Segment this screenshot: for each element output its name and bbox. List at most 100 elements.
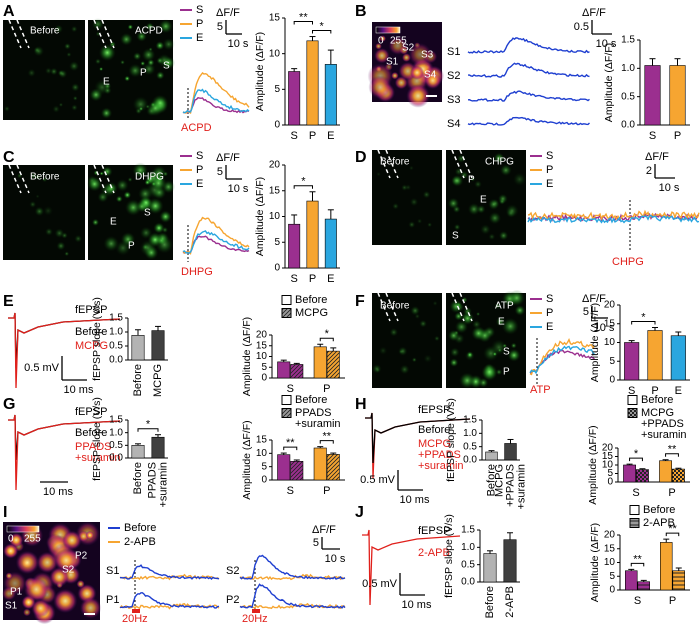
cell-glow [495, 316, 506, 327]
annotation: P2 [226, 594, 239, 606]
cell-glow [145, 22, 154, 31]
annotation: S4 [424, 70, 437, 81]
panel-label: H [355, 396, 367, 413]
cell-glow [460, 170, 469, 180]
cell-glow [35, 194, 40, 199]
x-tick-label: Before [132, 364, 144, 396]
heat-spot [409, 65, 425, 80]
scale-label: 10 ms [400, 494, 430, 506]
heat-spot [388, 36, 408, 55]
cell-glow [140, 60, 146, 66]
cell-glow [144, 245, 159, 260]
legend-label: 2-APB [124, 536, 156, 548]
trace [239, 602, 346, 610]
panel-label: D [355, 149, 367, 166]
scale-label: 10 s [325, 553, 346, 565]
y-tick-label: 5 [261, 461, 267, 472]
y-tick-label: 15 [604, 318, 616, 329]
cell-glow [514, 304, 526, 316]
cell-glow [101, 166, 113, 177]
cell-glow [66, 52, 72, 58]
cell-glow [115, 240, 131, 256]
fepsp-trace [8, 312, 121, 389]
heat-spot [22, 608, 31, 617]
y-tick-label: 0 [609, 375, 615, 386]
cell-glow [432, 300, 438, 306]
scale-unit: ΔF/F [312, 524, 336, 536]
x-tick-label: Before [485, 464, 497, 496]
cell-glow [510, 342, 517, 349]
cell-glow [378, 346, 388, 355]
bar [326, 350, 340, 379]
y-tick-label: 15 [256, 340, 268, 351]
y-tick-label: 0.0 [463, 455, 477, 466]
cell-glow [155, 71, 165, 80]
colorbar [6, 525, 40, 533]
cell-glow [476, 204, 486, 214]
scale-label: 5 [217, 21, 223, 33]
y-tick-label: 1.5 [109, 415, 123, 426]
scale-label: 10 s [596, 38, 617, 50]
x-tick-label: S [287, 383, 294, 395]
annotation: Before [380, 301, 410, 312]
annotation: P [468, 175, 475, 186]
legend-label: P [196, 164, 203, 176]
legend-swatch [629, 518, 640, 528]
heat-spot [379, 35, 387, 42]
annotation: S3 [421, 50, 434, 61]
cell-glow [71, 104, 78, 111]
scale-label: 10 s [594, 322, 615, 334]
trace [239, 583, 346, 609]
significance-label: ** [286, 437, 295, 449]
cell-glow [427, 222, 433, 228]
annotation: 2-APB [418, 547, 450, 559]
bar [504, 443, 517, 461]
bar [131, 445, 145, 459]
trace [119, 573, 220, 581]
cell-glow [135, 200, 148, 213]
scale-unit: ΔF/F [216, 152, 240, 164]
cell-glow [408, 165, 414, 171]
trace [527, 214, 700, 224]
y-tick-label: 1.5 [463, 415, 477, 426]
heat-spot [15, 550, 40, 575]
heat-spot [406, 84, 430, 108]
panel-label: C [3, 149, 15, 166]
cell-glow [459, 372, 476, 389]
scale-unit: ΔF/F [645, 151, 669, 163]
scale-label: 10 ms [64, 384, 94, 396]
cell-glow [95, 31, 101, 37]
cell-glow [159, 210, 172, 223]
cell-glow [128, 63, 143, 78]
x-tick-label: P [309, 273, 316, 285]
cell-glow [474, 180, 482, 189]
cell-glow [91, 218, 100, 226]
bar [625, 570, 638, 591]
y-tick-label: 5 [274, 84, 280, 95]
legend-label: Before [295, 394, 327, 406]
scale-label: 10 s [659, 182, 680, 194]
cell-glow [3, 105, 11, 112]
bar [151, 436, 165, 459]
significance-label: ** [299, 11, 308, 23]
legend-label: MCPG [295, 307, 328, 319]
trace [468, 62, 590, 78]
cell-glow [70, 83, 80, 92]
y-axis-label: Amplitude (ΔF/F) [589, 303, 601, 382]
annotation: S4 [447, 118, 460, 130]
x-tick-label: E [675, 385, 682, 397]
significance-label: * [301, 176, 306, 188]
y-tick-label: 10 [269, 211, 281, 222]
heat-spot [424, 72, 442, 90]
cell-glow [103, 82, 112, 90]
pipette [451, 149, 465, 179]
bar [288, 223, 301, 269]
annotation: P1 [106, 594, 119, 606]
y-tick-label: 1.5 [109, 313, 123, 324]
x-tick-label: S [634, 595, 641, 607]
scale-label: 5 [583, 306, 589, 318]
y-tick-label: 1.0 [621, 63, 635, 74]
annotation: Before [30, 172, 60, 183]
bar [623, 464, 636, 483]
cell-glow [72, 95, 78, 101]
